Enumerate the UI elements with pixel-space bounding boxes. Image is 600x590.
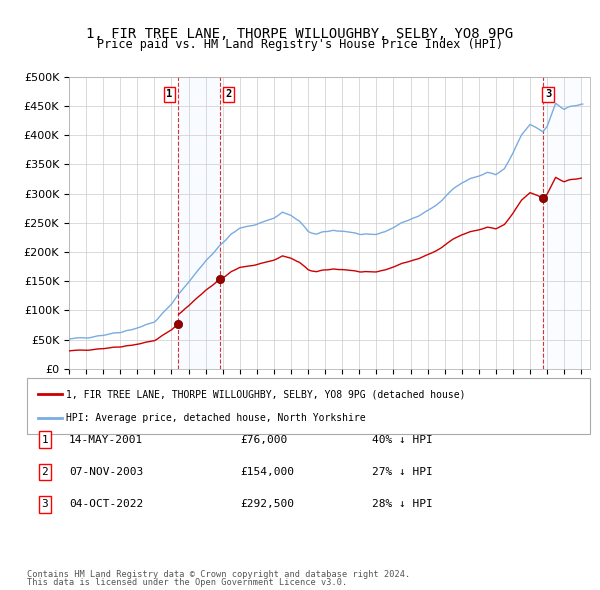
Text: 14-MAY-2001: 14-MAY-2001 <box>69 435 143 444</box>
Text: HPI: Average price, detached house, North Yorkshire: HPI: Average price, detached house, Nort… <box>66 413 365 423</box>
Text: 1, FIR TREE LANE, THORPE WILLOUGHBY, SELBY, YO8 9PG: 1, FIR TREE LANE, THORPE WILLOUGHBY, SEL… <box>86 27 514 41</box>
Text: 40% ↓ HPI: 40% ↓ HPI <box>372 435 433 444</box>
Text: 27% ↓ HPI: 27% ↓ HPI <box>372 467 433 477</box>
Text: 04-OCT-2022: 04-OCT-2022 <box>69 500 143 509</box>
Text: 2: 2 <box>41 467 49 477</box>
Text: 28% ↓ HPI: 28% ↓ HPI <box>372 500 433 509</box>
Text: Price paid vs. HM Land Registry's House Price Index (HPI): Price paid vs. HM Land Registry's House … <box>97 38 503 51</box>
Bar <box>178 77 220 369</box>
Text: 07-NOV-2003: 07-NOV-2003 <box>69 467 143 477</box>
Text: 3: 3 <box>545 89 551 99</box>
Text: 1: 1 <box>41 435 49 444</box>
Text: 3: 3 <box>41 500 49 509</box>
Text: £292,500: £292,500 <box>240 500 294 509</box>
Text: 1: 1 <box>166 89 172 99</box>
Text: 1, FIR TREE LANE, THORPE WILLOUGHBY, SELBY, YO8 9PG (detached house): 1, FIR TREE LANE, THORPE WILLOUGHBY, SEL… <box>66 389 466 399</box>
Text: Contains HM Land Registry data © Crown copyright and database right 2024.: Contains HM Land Registry data © Crown c… <box>27 571 410 579</box>
Bar <box>543 77 581 369</box>
Text: This data is licensed under the Open Government Licence v3.0.: This data is licensed under the Open Gov… <box>27 578 347 587</box>
Text: 2: 2 <box>226 89 232 99</box>
Text: £154,000: £154,000 <box>240 467 294 477</box>
Text: £76,000: £76,000 <box>240 435 287 444</box>
